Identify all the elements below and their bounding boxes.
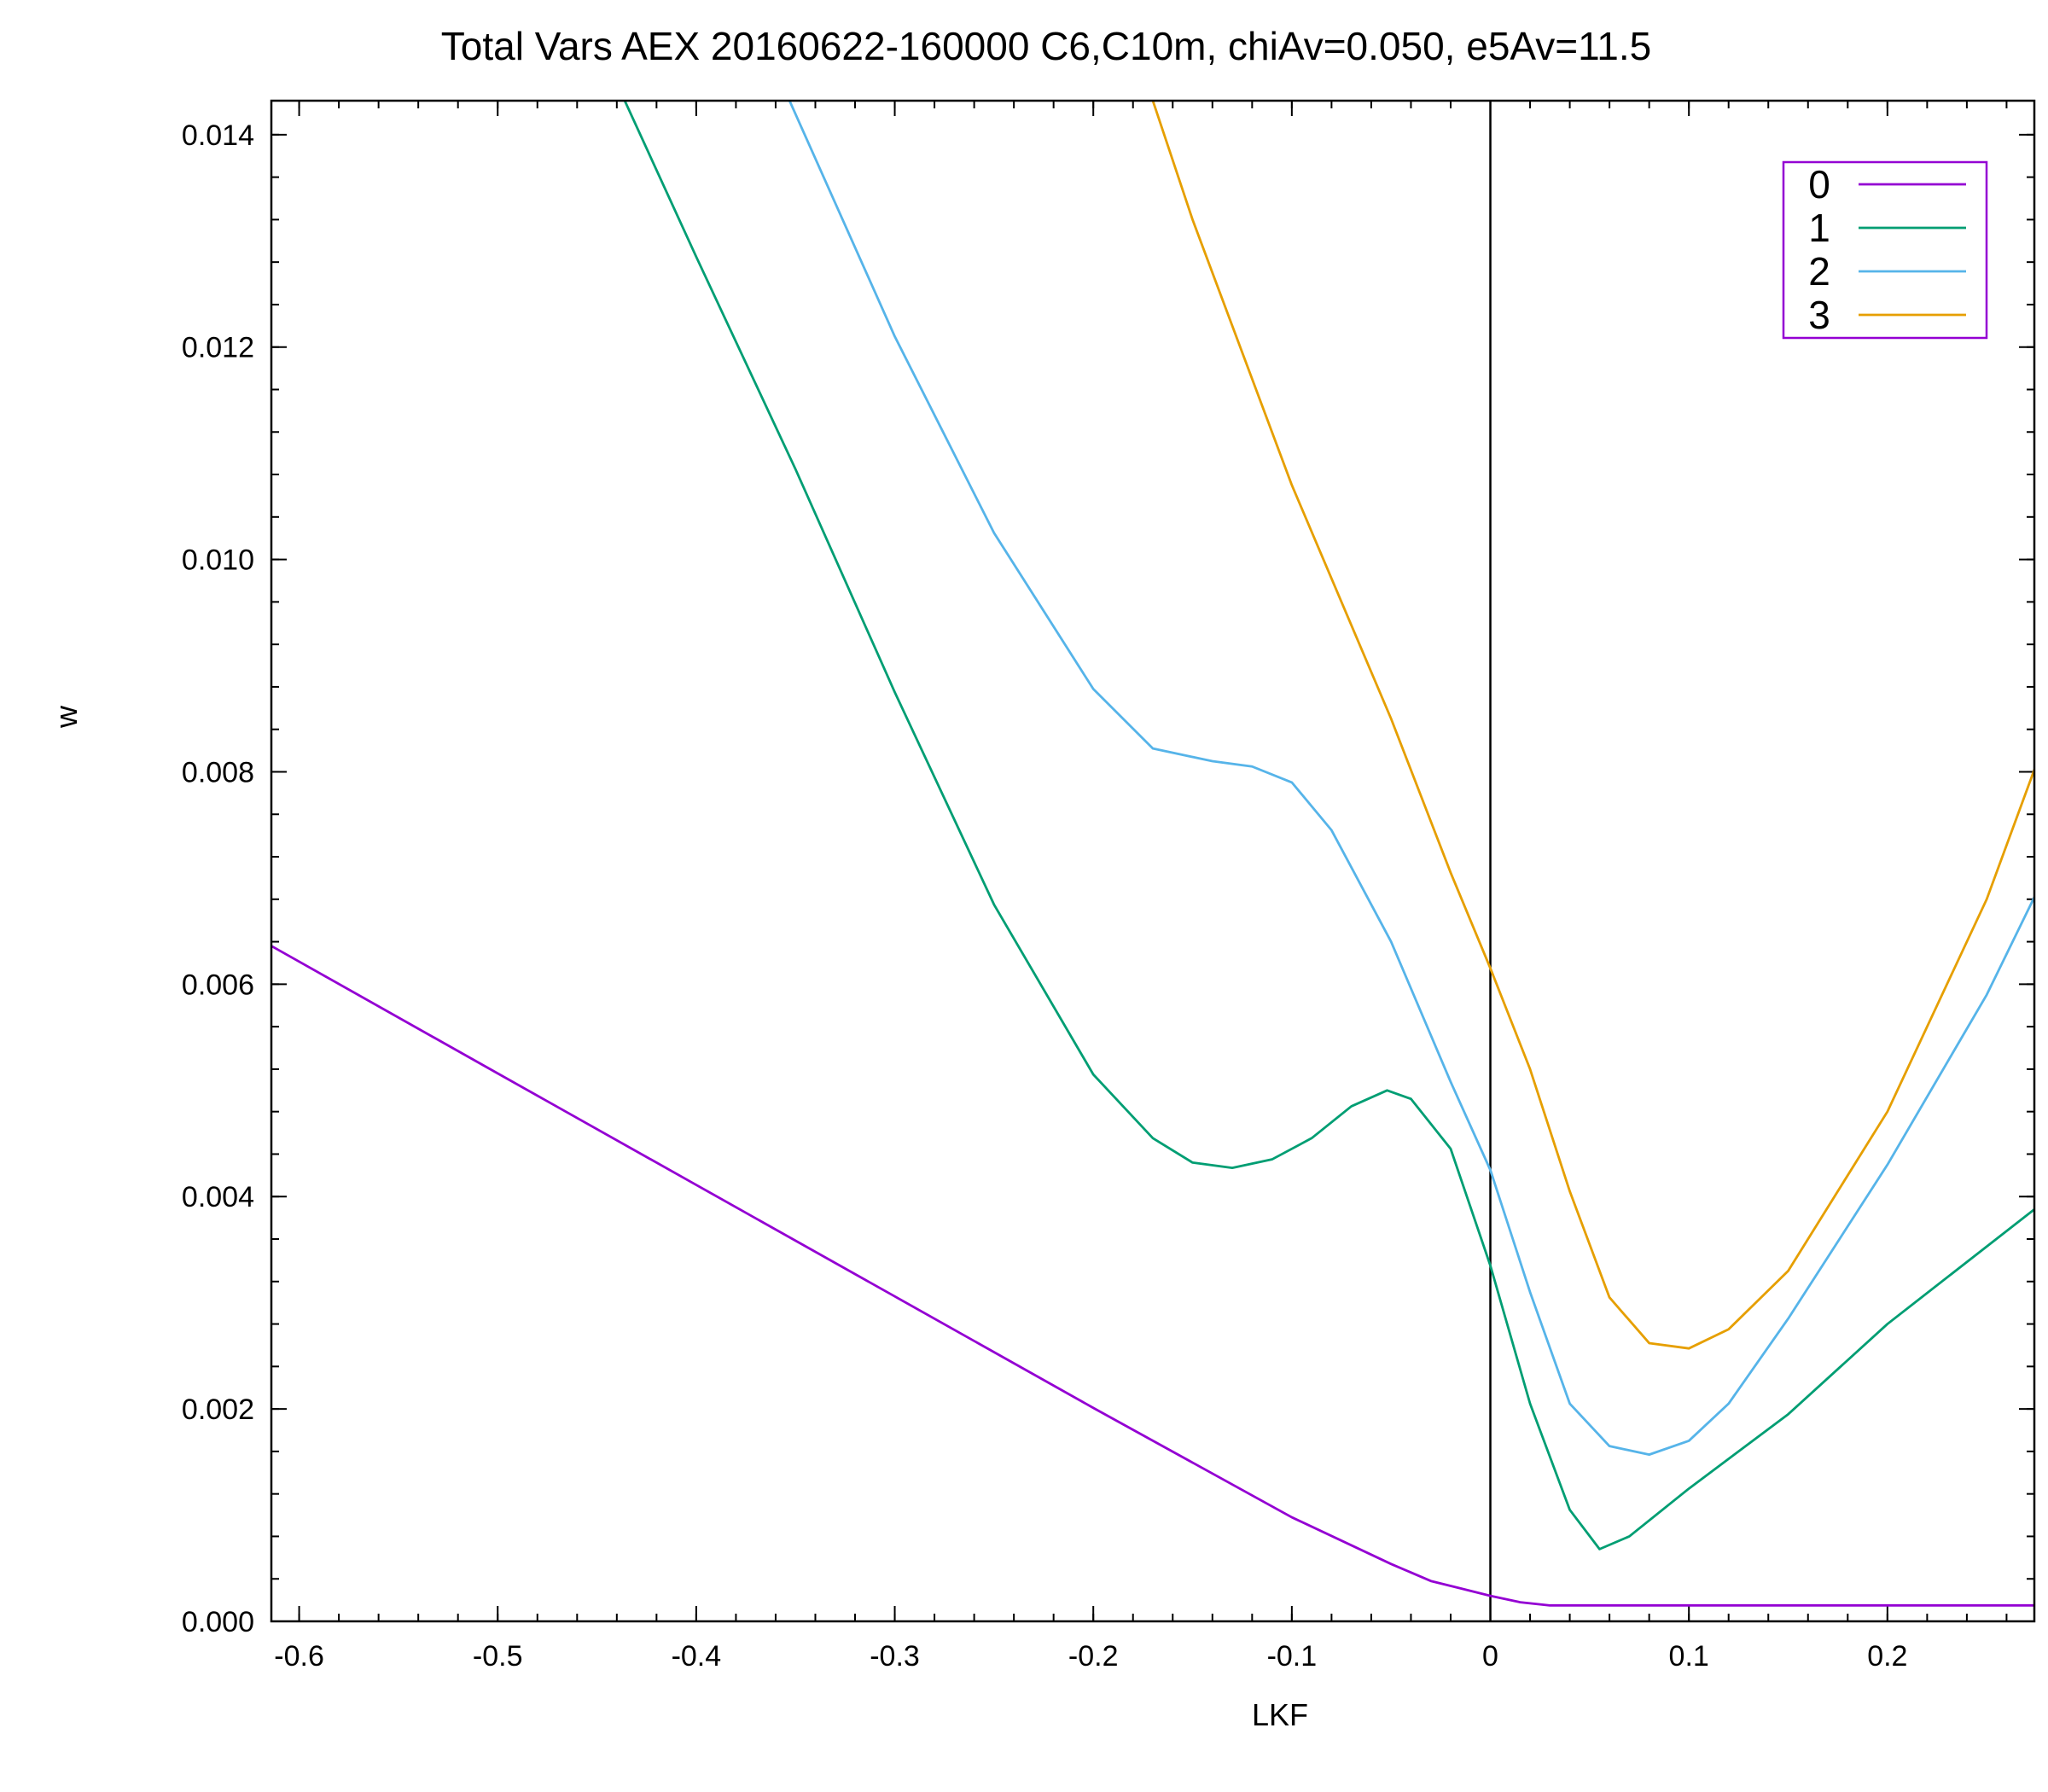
legend-label-0: 0 [1808,162,1830,207]
chart-title: Total Vars AEX 20160622-160000 C6,C10m, … [441,24,1651,68]
x-tick-label: -0.6 [274,1640,324,1673]
x-tick-label: -0.4 [672,1640,722,1673]
y-tick-label: 0.002 [182,1393,254,1426]
y-tick-label: 0.014 [182,119,254,152]
x-tick-label: -0.2 [1068,1640,1119,1673]
y-tick-label: 0.008 [182,756,254,788]
x-tick-label: -0.1 [1267,1640,1318,1673]
legend-label-2: 2 [1808,249,1830,294]
series-group [271,101,2034,1607]
plot-area: -0.6 -0.5 -0.4 -0.3 -0.2 -0.1 0 0.1 0.2 0.000 0.00… [182,99,2036,1673]
x-tick-label: -0.5 [473,1640,523,1673]
series-line-0 [271,945,2034,1607]
x-tick-label: 0.1 [1669,1640,1709,1673]
y-tick-label: 0.006 [182,969,254,1001]
legend-label-3: 3 [1808,293,1830,337]
legend-label-1: 1 [1808,206,1830,250]
legend-box [1782,160,1988,340]
y-tick-label: 0.004 [182,1181,254,1213]
y-tick-label: 0.000 [182,1606,254,1638]
series-line-1 [623,101,2034,1551]
series-line-3 [1151,101,2034,1350]
y-axis-label: w [49,705,84,729]
y-tick-label: 0.012 [182,332,254,364]
series-line-2 [788,101,2034,1457]
x-tick-label: 0.2 [1867,1640,1907,1673]
x-axis-label: LKF [1252,1697,1308,1732]
x-tick-label: 0 [1482,1640,1498,1673]
x-tick-label: -0.3 [870,1640,920,1673]
plot-border [270,99,2036,1623]
y-tick-label: 0.010 [182,544,254,577]
